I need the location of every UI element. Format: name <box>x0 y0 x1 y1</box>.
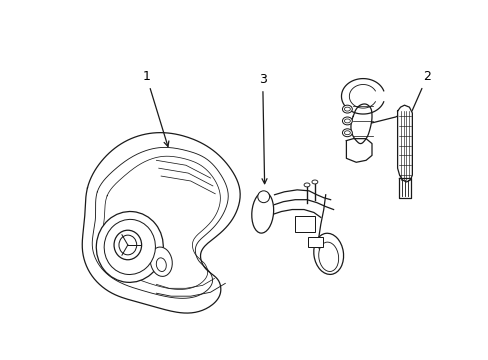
Ellipse shape <box>344 107 349 111</box>
Ellipse shape <box>251 192 273 233</box>
Text: 1: 1 <box>142 70 168 147</box>
Ellipse shape <box>318 242 338 271</box>
Ellipse shape <box>304 183 309 187</box>
Polygon shape <box>397 105 411 182</box>
Ellipse shape <box>342 117 351 125</box>
Ellipse shape <box>114 230 142 260</box>
Ellipse shape <box>156 258 166 271</box>
Text: 3: 3 <box>258 73 266 184</box>
Ellipse shape <box>344 119 349 123</box>
FancyBboxPatch shape <box>295 216 314 232</box>
Ellipse shape <box>96 212 163 282</box>
Ellipse shape <box>344 131 349 135</box>
Polygon shape <box>82 132 240 313</box>
Circle shape <box>257 191 269 203</box>
Ellipse shape <box>313 233 343 274</box>
Ellipse shape <box>119 235 137 255</box>
Polygon shape <box>350 104 371 144</box>
Ellipse shape <box>342 129 351 137</box>
FancyBboxPatch shape <box>308 237 323 247</box>
Text: 2: 2 <box>406 70 430 122</box>
Polygon shape <box>346 139 371 162</box>
Ellipse shape <box>104 219 155 275</box>
Ellipse shape <box>311 180 317 184</box>
Ellipse shape <box>150 247 172 276</box>
Ellipse shape <box>342 105 351 113</box>
Polygon shape <box>398 178 410 198</box>
